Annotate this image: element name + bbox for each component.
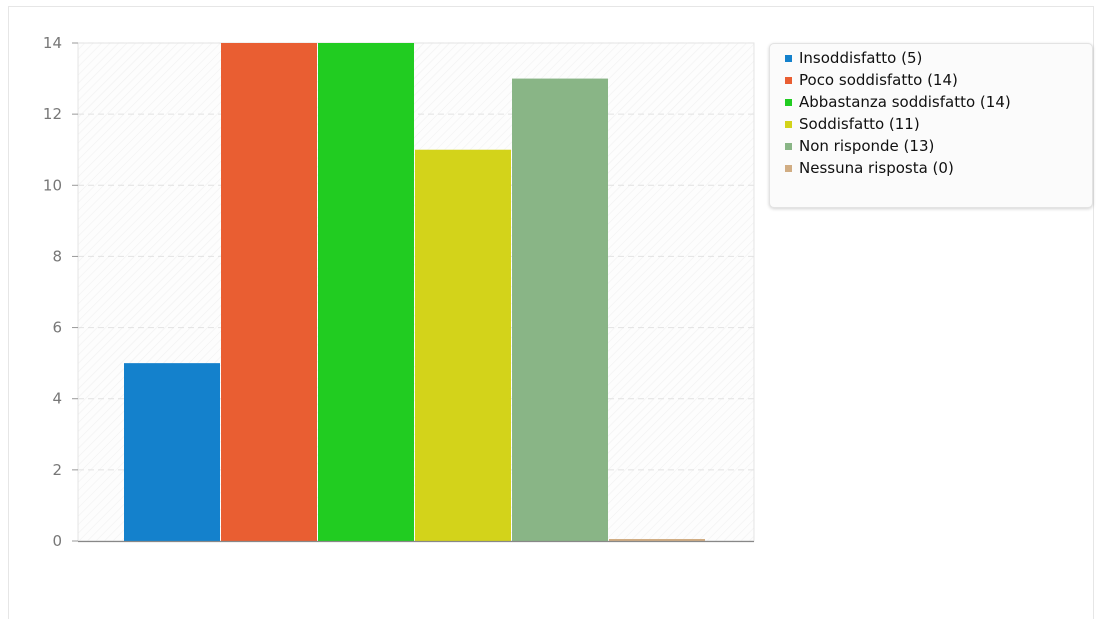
legend-item[interactable]: Poco soddisfatto (14) xyxy=(785,69,1092,91)
legend-label: Non risponde (13) xyxy=(799,137,935,155)
legend-swatch-icon xyxy=(785,98,792,106)
legend-item[interactable]: Abbastanza soddisfatto (14) xyxy=(785,91,1092,113)
legend-item[interactable]: Insoddisfatto (5) xyxy=(785,47,1092,69)
bar[interactable] xyxy=(512,78,608,542)
bar[interactable] xyxy=(221,43,317,541)
bar[interactable] xyxy=(415,149,511,541)
y-tick-label: 4 xyxy=(52,390,62,408)
y-tick-label: 10 xyxy=(43,176,62,194)
legend-label: Nessuna risposta (0) xyxy=(799,159,954,177)
y-tick-label: 8 xyxy=(52,247,62,265)
legend-label: Poco soddisfatto (14) xyxy=(799,71,958,89)
legend-swatch-icon xyxy=(785,142,792,150)
bar[interactable] xyxy=(124,363,220,541)
y-tick-label: 14 xyxy=(43,34,62,52)
legend-item[interactable]: Non risponde (13) xyxy=(785,135,1092,157)
bar[interactable] xyxy=(609,539,705,541)
y-tick-label: 2 xyxy=(52,461,62,479)
axes: 0 2 4 6 8 10 12 14 xyxy=(43,34,754,550)
y-tick-label: 12 xyxy=(43,105,62,123)
legend-item[interactable]: Nessuna risposta (0) xyxy=(785,157,1092,179)
legend-item[interactable]: Soddisfatto (11) xyxy=(785,113,1092,135)
legend: Insoddisfatto (5) Poco soddisfatto (14) Ab… xyxy=(769,43,1093,208)
bar[interactable] xyxy=(318,43,414,541)
legend-label: Insoddisfatto (5) xyxy=(799,49,923,67)
legend-swatch-icon xyxy=(785,164,792,172)
legend-label: Abbastanza soddisfatto (14) xyxy=(799,93,1011,111)
legend-label: Soddisfatto (11) xyxy=(799,115,920,133)
legend-swatch-icon xyxy=(785,54,792,62)
bars xyxy=(124,43,705,542)
y-tick-label: 6 xyxy=(52,319,62,337)
legend-swatch-icon xyxy=(785,76,792,84)
y-tick-label: 0 xyxy=(52,532,62,550)
legend-swatch-icon xyxy=(785,120,792,128)
